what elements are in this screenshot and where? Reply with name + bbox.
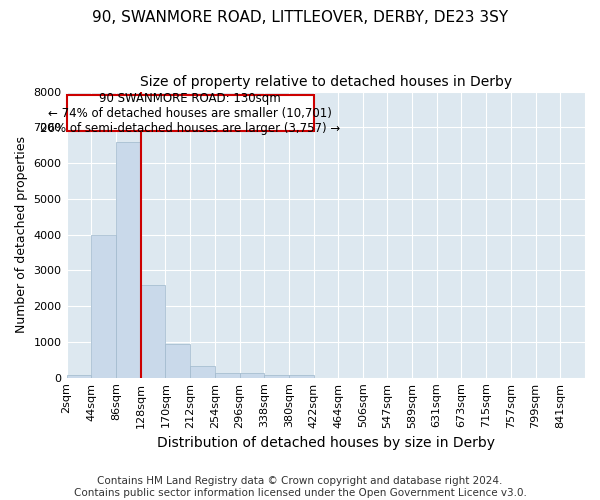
Bar	[264, 375, 289, 378]
Text: 90 SWANMORE ROAD: 130sqm
← 74% of detached houses are smaller (10,701)
26% of se: 90 SWANMORE ROAD: 130sqm ← 74% of detach…	[40, 92, 340, 134]
Bar	[239, 373, 264, 378]
Bar	[67, 375, 91, 378]
X-axis label: Distribution of detached houses by size in Derby: Distribution of detached houses by size …	[157, 436, 495, 450]
Bar	[190, 366, 215, 378]
Text: Contains HM Land Registry data © Crown copyright and database right 2024.
Contai: Contains HM Land Registry data © Crown c…	[74, 476, 526, 498]
Bar	[116, 142, 140, 378]
Title: Size of property relative to detached houses in Derby: Size of property relative to detached ho…	[140, 75, 512, 89]
Text: 90, SWANMORE ROAD, LITTLEOVER, DERBY, DE23 3SY: 90, SWANMORE ROAD, LITTLEOVER, DERBY, DE…	[92, 10, 508, 25]
Bar	[140, 284, 166, 378]
Bar	[91, 234, 116, 378]
FancyBboxPatch shape	[67, 95, 314, 131]
Bar	[289, 375, 314, 378]
Bar	[166, 344, 190, 378]
Y-axis label: Number of detached properties: Number of detached properties	[15, 136, 28, 333]
Bar	[215, 373, 239, 378]
